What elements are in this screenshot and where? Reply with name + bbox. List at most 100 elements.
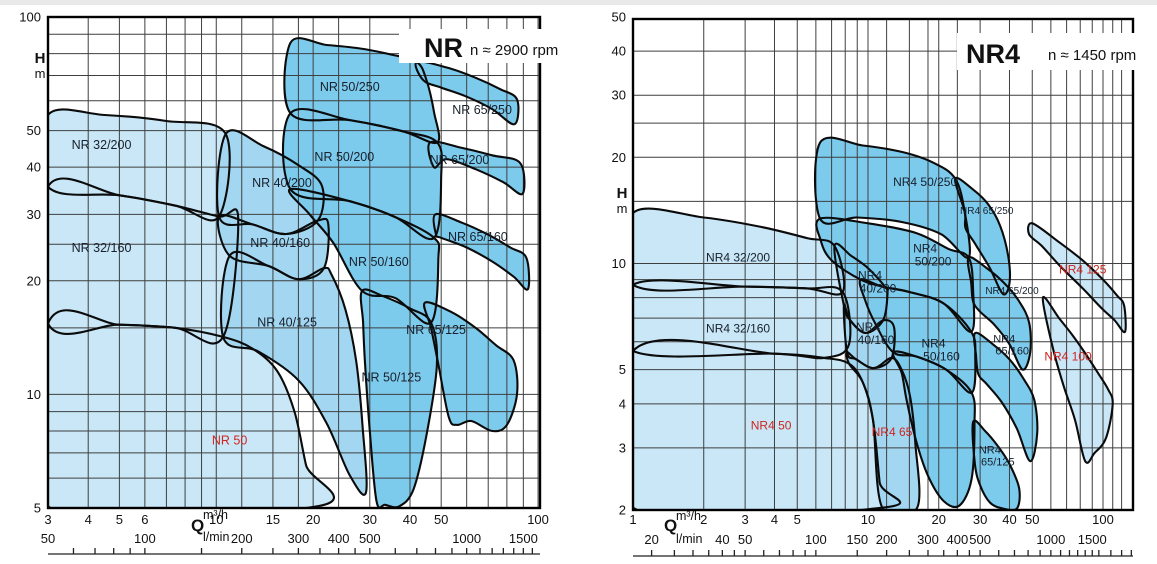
region-label-nr4-32-200: NR4 32/200 — [706, 250, 770, 264]
y-axis-quantity: H — [617, 185, 628, 202]
x-axis-unit-bottom: l/min — [203, 530, 229, 544]
region-fill-nr4-50-160 — [859, 279, 976, 393]
x-tick-m3h-5: 5 — [794, 512, 801, 527]
y-axis-labels: 50 40 30 20 10 5 4 3 2 — [612, 9, 626, 517]
region-fill-nr-65-125 — [423, 302, 518, 432]
x-axis-lmin-labels: 20 40 50 100 150 200 300 400 500 1000 1500 — [644, 532, 1106, 547]
region-label-nr-50-200: NR 50/200 — [314, 150, 374, 164]
scan-edge-strip — [0, 0, 1157, 5]
region-outline-nr4-65-160 — [973, 331, 1039, 463]
region-label-nr4-65-200: NR4 65/200 — [985, 286, 1039, 297]
region-label-nr-65-200: NR 65/200 — [430, 153, 490, 167]
y-tick-2: 2 — [619, 503, 626, 518]
y-tick-100: 100 — [19, 9, 41, 24]
region-outline-nr4-65-250 — [954, 176, 1011, 296]
x-tick-m3h-30: 30 — [363, 512, 377, 527]
region-fill-nr4-65-base — [846, 352, 920, 510]
region-outline-nr4-65-125 — [971, 419, 1021, 510]
region-outline-nr-65-200 — [427, 140, 526, 196]
region-label-nr-50: NR 50 — [212, 433, 247, 447]
chart-title: NR — [424, 33, 463, 63]
x-tick-lmin-100: 100 — [134, 531, 156, 546]
x-axis-unit-top: m³/h — [676, 509, 701, 523]
x-tick-lmin-200: 200 — [876, 532, 898, 547]
region-outlines — [48, 37, 531, 508]
x-axis-lmin-labels: 50 100 200 300 400 500 1000 1500 — [41, 531, 538, 546]
x-axis-unit-bottom: l/min — [676, 532, 702, 546]
x-tick-lmin-50: 50 — [41, 531, 55, 546]
lmin-ruler — [633, 550, 1133, 557]
x-tick-lmin-1000: 1000 — [1036, 532, 1065, 547]
x-tick-lmin-500: 500 — [359, 531, 381, 546]
region-outline-nr4-40-160 — [842, 303, 896, 370]
x-tick-m3h-40: 40 — [403, 512, 417, 527]
x-tick-lmin-1500: 1500 — [509, 531, 538, 546]
y-tick-5: 5 — [619, 362, 626, 377]
x-tick-lmin-1500: 1500 — [1078, 532, 1107, 547]
y-tick-50: 50 — [27, 123, 41, 138]
region-labels: NR 32/200 NR 32/160 NR 50 NR 40/200 NR 40/16… — [72, 80, 512, 448]
region-fill-nr-50-160 — [288, 188, 440, 324]
gridlines — [633, 19, 1133, 511]
y-tick-30: 30 — [612, 88, 626, 103]
region-label-nr-65-125: NR 65/125 — [406, 323, 466, 337]
gridlines — [47, 16, 540, 509]
y-tick-4: 4 — [619, 396, 626, 411]
region-fill-nr-40-125 — [220, 251, 367, 495]
region-outline-nr-50-200 — [281, 108, 443, 241]
region-fill-nr4-40-160 — [843, 304, 895, 369]
x-tick-lmin-500: 500 — [969, 532, 991, 547]
x-tick-m3h-20: 20 — [932, 512, 946, 527]
region-outline-nr-32-160 — [48, 177, 240, 345]
region-outlines — [633, 136, 1127, 510]
region-label-nr4-100: NR4 100 — [1044, 349, 1092, 363]
region-label-nr-65-160: NR 65/160 — [448, 230, 508, 244]
x-tick-m3h-3: 3 — [44, 512, 51, 527]
region-outline-nr4-100 — [1041, 295, 1114, 464]
region-label-nr-50-250: NR 50/250 — [320, 80, 380, 94]
plot-frame — [46, 15, 542, 510]
region-outline-nr-40-160 — [216, 214, 330, 281]
y-axis-unit: m — [617, 201, 628, 216]
x-tick-lmin-100: 100 — [805, 532, 827, 547]
region-fill-nr4-50-125 — [892, 351, 975, 508]
region-fill-nr-65-200 — [428, 141, 525, 195]
x-tick-m3h-3: 3 — [742, 512, 749, 527]
region-label-nr4-125: NR4 125 — [1059, 263, 1107, 277]
x-tick-m3h-20: 20 — [306, 512, 320, 527]
y-axis-quantity: H — [35, 50, 46, 67]
plot-frame — [631, 17, 1135, 512]
y-tick-3: 3 — [619, 440, 626, 455]
x-tick-lmin-300: 300 — [288, 531, 310, 546]
x-tick-lmin-50: 50 — [738, 532, 752, 547]
region-label-nr4-65-250: NR4 65/250 — [960, 206, 1014, 217]
region-label-nr-32-200: NR 32/200 — [72, 138, 132, 152]
title-box — [399, 29, 560, 63]
region-outline-nr4-65-base — [845, 351, 921, 510]
x-tick-m3h-50: 50 — [1025, 512, 1039, 527]
region-fill-nr4-65-125 — [972, 420, 1020, 510]
region-outline-nr4-50-250 — [813, 136, 972, 259]
region-label-nr-40-125: NR 40/125 — [257, 316, 317, 330]
region-fill-nr-32-160 — [48, 178, 239, 344]
chart-nr: NR n ≈ 2900 rpm 100 50 40 30 20 10 5 Hm 3 4 5 6 10 15 20… — [19, 9, 560, 555]
x-tick-m3h-6: 6 — [141, 512, 148, 527]
y-tick-40: 40 — [27, 160, 41, 175]
region-fill-nr-40-200 — [217, 130, 324, 235]
x-tick-m3h-10: 10 — [209, 512, 223, 527]
region-label-nr-50-125: NR 50/125 — [361, 370, 421, 384]
y-tick-40: 40 — [612, 44, 626, 59]
region-fill-nr4-125 — [1028, 223, 1126, 333]
region-fill-nr4-65-250 — [955, 177, 1010, 295]
title-box — [957, 33, 1153, 70]
x-tick-m3h-4: 4 — [771, 512, 778, 527]
x-tick-lmin-20: 20 — [644, 532, 658, 547]
region-outline-nr-65-125 — [423, 301, 519, 433]
x-tick-m3h-100: 100 — [1092, 512, 1114, 527]
lmin-ruler — [48, 548, 540, 555]
x-tick-m3h-10: 10 — [861, 512, 875, 527]
region-label-nr-40-160: NR 40/160 — [250, 236, 310, 250]
